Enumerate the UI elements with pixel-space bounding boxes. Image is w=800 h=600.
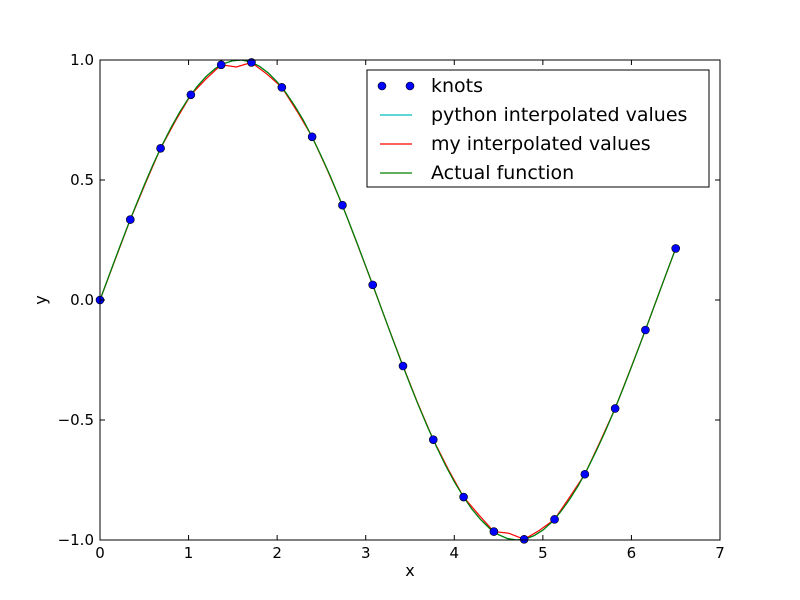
legend: knots python interpolated values my interp… <box>366 69 710 188</box>
legend-label: my interpolated values <box>431 133 651 155</box>
knot-point <box>519 534 529 544</box>
series-lines <box>100 60 677 540</box>
series-line-3 <box>100 60 677 540</box>
knot-point <box>428 435 438 444</box>
y-tick-label: 0.0 <box>70 291 94 309</box>
x-tick-label: 0 <box>95 544 105 562</box>
x-tick-label: 1 <box>184 544 194 562</box>
legend-label: Actual function <box>431 162 574 184</box>
legend-marker <box>405 81 415 91</box>
legend-label: knots <box>431 75 483 97</box>
x-tick-label: 2 <box>272 544 282 562</box>
knot-point <box>489 527 499 536</box>
y-tick-label: −0.5 <box>58 411 94 429</box>
knot-point <box>368 280 378 290</box>
knot-point <box>277 83 287 92</box>
x-tick-label: 7 <box>715 544 725 562</box>
y-axis-label: y <box>31 295 50 304</box>
knot-point <box>459 492 468 502</box>
y-tick-label: 0.5 <box>70 171 94 189</box>
x-tick-label: 3 <box>361 544 371 562</box>
x-tick-label: 6 <box>627 544 637 562</box>
x-tick-label: 4 <box>450 544 460 562</box>
knot-point <box>156 144 165 153</box>
knot-point <box>580 469 590 479</box>
knot-point <box>186 90 196 100</box>
x-axis-label: x <box>405 561 414 580</box>
x-tick-label: 5 <box>538 544 548 562</box>
knot-point <box>641 325 650 335</box>
knot-point <box>671 244 681 253</box>
knot-point <box>398 361 408 371</box>
knot-point <box>307 132 317 142</box>
legend-label: python interpolated values <box>431 104 687 126</box>
y-tick-label: −1.0 <box>58 531 94 549</box>
legend-frame <box>366 69 710 188</box>
legend-marker <box>377 81 387 91</box>
y-tick-label: 1.0 <box>70 51 94 69</box>
knot-point <box>216 60 226 70</box>
knot-point <box>338 200 347 210</box>
knot-point <box>550 515 559 524</box>
knot-point <box>125 215 135 224</box>
knot-point <box>610 404 620 413</box>
axis-ticks: 0 1 2 3 4 5 6 7 1.0 0.5 0.0 −0.5 −1.0 <box>58 51 725 562</box>
